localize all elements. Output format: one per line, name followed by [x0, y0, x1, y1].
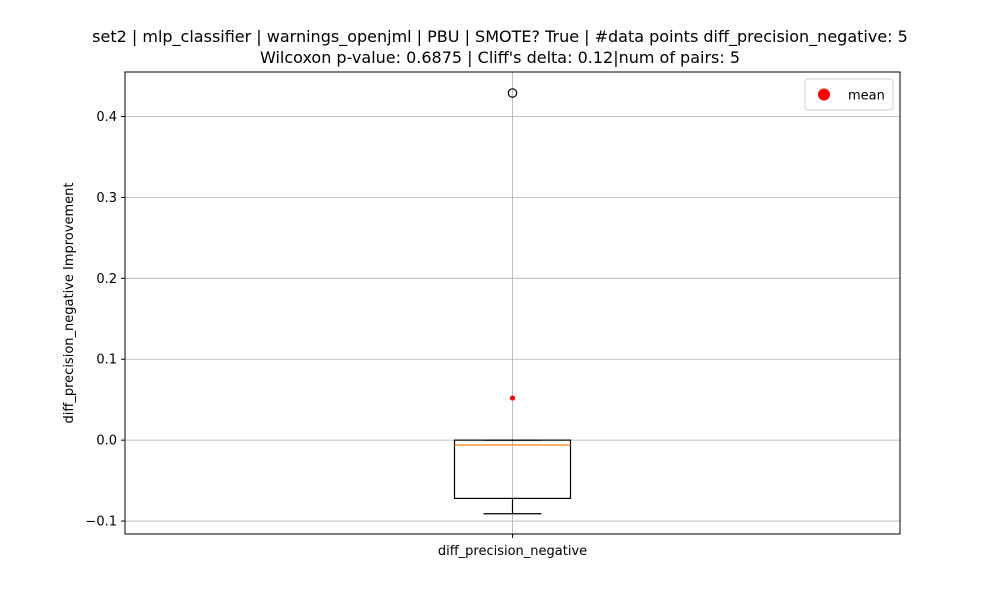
y-tick-label: 0.2: [96, 272, 117, 287]
box-iqr: [453, 439, 572, 499]
y-tick-label: 0.0: [96, 434, 117, 449]
mean-point: [509, 395, 516, 401]
legend-marker: [818, 88, 830, 101]
outlier-point: [507, 88, 518, 98]
y-tick-label: 0.3: [96, 191, 117, 206]
y-axis-label: diff_precision_negative Improvement: [62, 183, 77, 424]
chart-title-line-1: set2 | mlp_classifier | warnings_openjml…: [92, 27, 908, 46]
x-tick-label: diff_precision_negative: [438, 544, 587, 559]
legend-box: [804, 78, 894, 111]
y-tick-label: −0.1: [85, 515, 117, 530]
chart-title-line-2: Wilcoxon p-value: 0.6875 | Cliff's delta…: [259, 48, 741, 67]
legend-label: mean: [848, 89, 885, 104]
plot-frame: [124, 71, 901, 535]
y-tick-label: 0.1: [96, 353, 117, 368]
y-tick-label: 0.4: [96, 110, 117, 125]
